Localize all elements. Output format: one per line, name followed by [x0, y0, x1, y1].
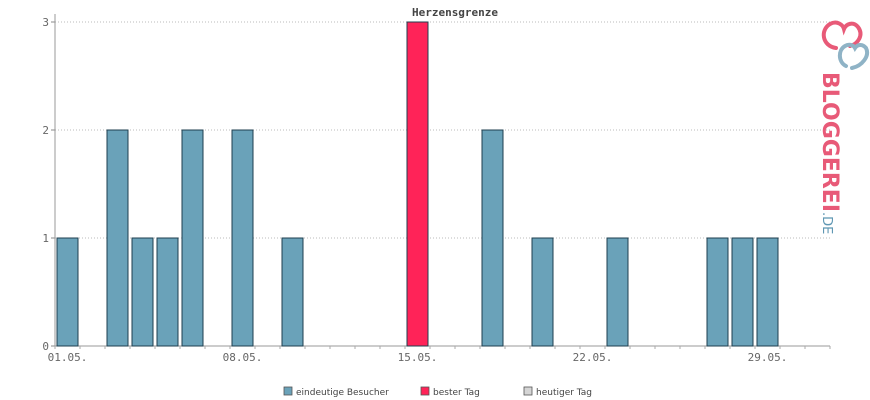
y-tick-label: 3: [42, 16, 49, 29]
bar: [131, 237, 154, 347]
legend-label-best: bester Tag: [433, 388, 480, 398]
bar: [231, 129, 254, 347]
axes: 0 1 2 3 01.05. 08.05. 15.05. 22.05. 29.05.: [42, 14, 831, 364]
x-tick-label: 29.05.: [748, 351, 788, 364]
bar: [281, 237, 304, 347]
legend-label-visitors: eindeutige Besucher: [296, 388, 389, 398]
y-tick-label: 0: [42, 340, 49, 353]
bar: [606, 237, 629, 347]
bloggerei-logo: BLOGGEREI.DE: [817, 20, 869, 234]
bar: [756, 237, 779, 347]
legend-swatch-visitors: [283, 386, 293, 396]
bar: [156, 237, 179, 347]
legend-swatch-today: [523, 386, 533, 396]
bar: [731, 237, 754, 347]
bar: [56, 237, 79, 347]
y-tick-label: 1: [42, 232, 49, 245]
logo-brand: BLOGGEREI: [817, 72, 842, 212]
legend-swatch-best: [420, 386, 430, 396]
bar: [531, 237, 554, 347]
bar: [106, 129, 129, 347]
x-tick-label: 15.05.: [398, 351, 438, 364]
chart-title: Herzensgrenze: [412, 6, 498, 19]
legend: eindeutige Besucher bester Tag heutiger Ta…: [283, 386, 592, 398]
bar-best-day: [406, 21, 429, 347]
bars: [56, 21, 779, 347]
grid-lines: [55, 21, 830, 239]
logo-wordmark: BLOGGEREI.DE: [817, 72, 842, 234]
logo-suffix: .DE: [819, 212, 834, 234]
x-tick-label: 22.05.: [573, 351, 613, 364]
x-tick-label: 01.05.: [48, 351, 88, 364]
bar: [481, 129, 504, 347]
x-tick-label: 08.05.: [223, 351, 263, 364]
bar: [181, 129, 204, 347]
bar: [706, 237, 729, 347]
y-tick-label: 2: [42, 124, 49, 137]
legend-label-today: heutiger Tag: [536, 388, 592, 398]
hearts-icon: [821, 20, 869, 70]
